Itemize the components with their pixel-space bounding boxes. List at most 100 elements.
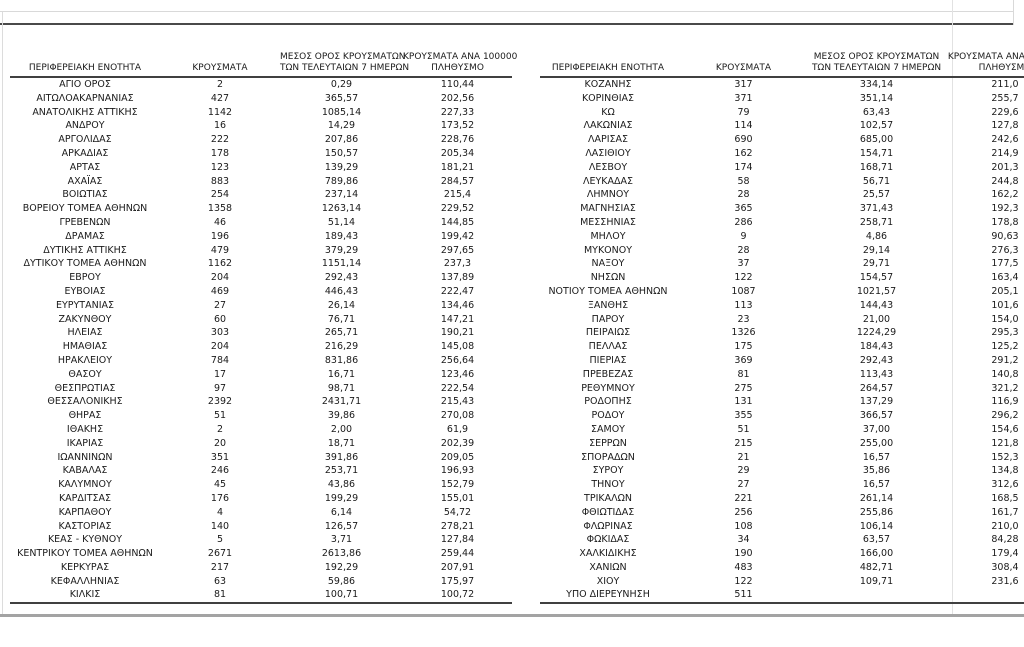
cell-region: ΔΡΑΜΑΣ — [65, 230, 105, 242]
cell-per100k: 229,6 — [991, 106, 1019, 118]
cell-avg7: 685,00 — [859, 134, 894, 146]
cell-avg7: 351,14 — [859, 92, 894, 104]
cell-region: ΑΡΚΑΔΙΑΣ — [61, 147, 109, 159]
cell-per100k: 116,9 — [991, 396, 1019, 408]
col-header-cases: ΚΡΟΥΣΜΑΤΑ — [676, 44, 811, 78]
cell-cases: 114 — [734, 120, 753, 132]
cell-region: ΚΟΖΑΝΗΣ — [584, 79, 632, 90]
cell-avg7: 789,86 — [324, 175, 359, 187]
cell-cases: 131 — [734, 396, 753, 408]
cell-avg7: 29,71 — [862, 258, 891, 270]
cell-per100k: 214,9 — [991, 147, 1019, 159]
table-row: ΜΑΓΝΗΣΙΑΣ 365 371,43 192,3 — [540, 202, 1024, 216]
cell-cases: 20 — [213, 437, 227, 449]
table-row: ΛΑΡΙΣΑΣ 690 685,00 242,6 — [540, 133, 1024, 147]
cell-avg7: 63,57 — [862, 534, 891, 546]
cell-cases: 58 — [737, 175, 750, 187]
cell-region: ΕΥΒΟΙΑΣ — [64, 285, 106, 297]
cell-cases: 371 — [734, 92, 753, 104]
cell-region: ΑΧΑΪΑΣ — [67, 175, 103, 187]
cell-avg7: 137,29 — [859, 396, 894, 408]
cell-per100k: 110,44 — [440, 79, 475, 90]
cell-per100k: 231,6 — [991, 575, 1019, 587]
cell-per100k: 84,28 — [991, 534, 1019, 546]
cell-cases: 784 — [210, 354, 230, 366]
bottom-gray-bar — [0, 614, 1024, 617]
cell-cases: 365 — [734, 203, 753, 215]
table-row: ΚΩ 79 63,43 229,6 — [540, 106, 1024, 120]
cell-region: ΧΑΝΙΩΝ — [589, 561, 627, 573]
cell-region: ΜΥΚΟΝΟΥ — [583, 244, 633, 256]
cell-region: ΥΠΟ ΔΙΕΡΕΥΝΗΣΗ — [540, 588, 676, 605]
cell-per100k: 137,89 — [440, 272, 475, 284]
table-row: ΝΑΞΟΥ 37 29,71 177,5 — [540, 257, 1024, 271]
cell-region: ΚΕΝΤΡΙΚΟΥ ΤΟΜΕΑ ΑΘΗΝΩΝ — [17, 548, 153, 560]
cell-avg7: 139,29 — [324, 161, 359, 173]
cell-avg7: 106,14 — [859, 520, 894, 532]
cell-region: ΞΑΝΘΗΣ — [587, 299, 629, 311]
cell-per100k: 127,8 — [991, 120, 1019, 132]
cell-avg7: 1263,14 — [321, 203, 362, 215]
table-row: ΜΥΚΟΝΟΥ 28 29,14 276,3 — [540, 244, 1024, 258]
cell-avg7: 100,71 — [280, 588, 403, 605]
cell-region: ΖΑΚΥΝΘΟΥ — [58, 313, 112, 325]
cell-cases: 17 — [213, 368, 227, 380]
cell-cases: 221 — [734, 492, 753, 504]
cell-region: ΒΟΙΩΤΙΑΣ — [62, 189, 108, 201]
table-row: ΘΕΣΣΑΛΟΝΙΚΗΣ 2392 2431,71 215,43 — [10, 395, 512, 409]
cell-region: ΚΑΛΥΜΝΟΥ — [58, 479, 112, 491]
cell-avg7: 43,86 — [327, 479, 356, 491]
table-row: ΗΡΑΚΛΕΙΟΥ 784 831,86 256,64 — [10, 354, 512, 368]
col-header-avg7: ΜΕΣΟΣ ΟΡΟΣ ΚΡΟΥΣΜΑΤΩΝ ΤΩΝ ΤΕΛΕΥΤΑΙΩΝ 7 ΗΜ… — [280, 44, 409, 78]
cell-avg7: 192,29 — [324, 561, 359, 573]
cell-cases: 23 — [737, 313, 750, 325]
cell-region: ΙΘΑΚΗΣ — [66, 423, 104, 435]
cell-region: ΠΕΛΛΑΣ — [588, 341, 628, 353]
cell-cases: 27 — [737, 479, 750, 491]
table-row: ΞΑΝΘΗΣ 113 144,43 101,6 — [540, 299, 1024, 313]
cell-region: ΔΥΤΙΚΗΣ ΑΤΤΙΚΗΣ — [43, 244, 127, 256]
table-row: ΤΡΙΚΑΛΩΝ 221 261,14 168,5 — [540, 492, 1024, 506]
cell-cases: 162 — [734, 147, 753, 159]
cell-region: ΗΜΑΘΙΑΣ — [62, 341, 108, 353]
cell-per100k: 296,2 — [991, 410, 1019, 422]
cell-cases: 178 — [210, 147, 230, 159]
cell-region: ΓΡΕΒΕΝΩΝ — [59, 216, 111, 228]
table-row: ΜΕΣΣΗΝΙΑΣ 286 258,71 178,8 — [540, 216, 1024, 230]
cell-avg7: 184,43 — [859, 341, 894, 353]
cell-cases: 51 — [737, 423, 750, 435]
cell-region: ΡΟΔΟΥ — [591, 410, 625, 422]
table-row: ΙΘΑΚΗΣ 2 2,00 61,9 — [10, 423, 512, 437]
table-row: ΕΒΡΟΥ 204 292,43 137,89 — [10, 271, 512, 285]
cell-per100k: 255,7 — [991, 92, 1019, 104]
cell-per100k: 61,9 — [446, 423, 469, 435]
cell-avg7: 334,14 — [859, 79, 894, 90]
cell-per100k: 284,57 — [440, 175, 475, 187]
top-dark-rule — [0, 23, 1013, 25]
cell-cases: 222 — [210, 134, 230, 146]
cell-avg7: 258,71 — [859, 216, 894, 228]
cell-cases: 29 — [737, 465, 750, 477]
cell-cases: 34 — [737, 534, 750, 546]
cell-per100k: 134,46 — [440, 299, 475, 311]
cell-avg7: 144,43 — [859, 299, 894, 311]
cell-per100k: 161,7 — [991, 506, 1019, 518]
cell-avg7: 292,43 — [324, 272, 359, 284]
cell-cases: 196 — [210, 230, 230, 242]
cell-avg7: 4,86 — [865, 230, 888, 242]
table-row: ΘΗΡΑΣ 51 39,86 270,08 — [10, 409, 512, 423]
table-row: ΚΑΒΑΛΑΣ 246 253,71 196,93 — [10, 464, 512, 478]
cell-per100k: 179,4 — [991, 548, 1019, 560]
table-row: ΖΑΚΥΝΘΟΥ 60 76,71 147,21 — [10, 313, 512, 327]
cell-region: ΜΑΓΝΗΣΙΑΣ — [580, 203, 636, 215]
table-row: ΑΙΤΩΛΟΑΚΑΡΝΑΝΙΑΣ 427 365,57 202,56 — [10, 92, 512, 106]
cell-per100k: 215,43 — [440, 396, 475, 408]
cell-region: ΧΙΟΥ — [596, 575, 620, 587]
col-header-region: ΠΕΡΙΦΕΡΕΙΑΚΗ ΕΝΟΤΗΤΑ — [10, 44, 160, 78]
cell-avg7: 51,14 — [327, 216, 356, 228]
cell-cases: 81 — [160, 588, 280, 605]
cell-region: ΕΥΡΥΤΑΝΙΑΣ — [55, 299, 115, 311]
cell-avg7: 56,71 — [862, 175, 891, 187]
